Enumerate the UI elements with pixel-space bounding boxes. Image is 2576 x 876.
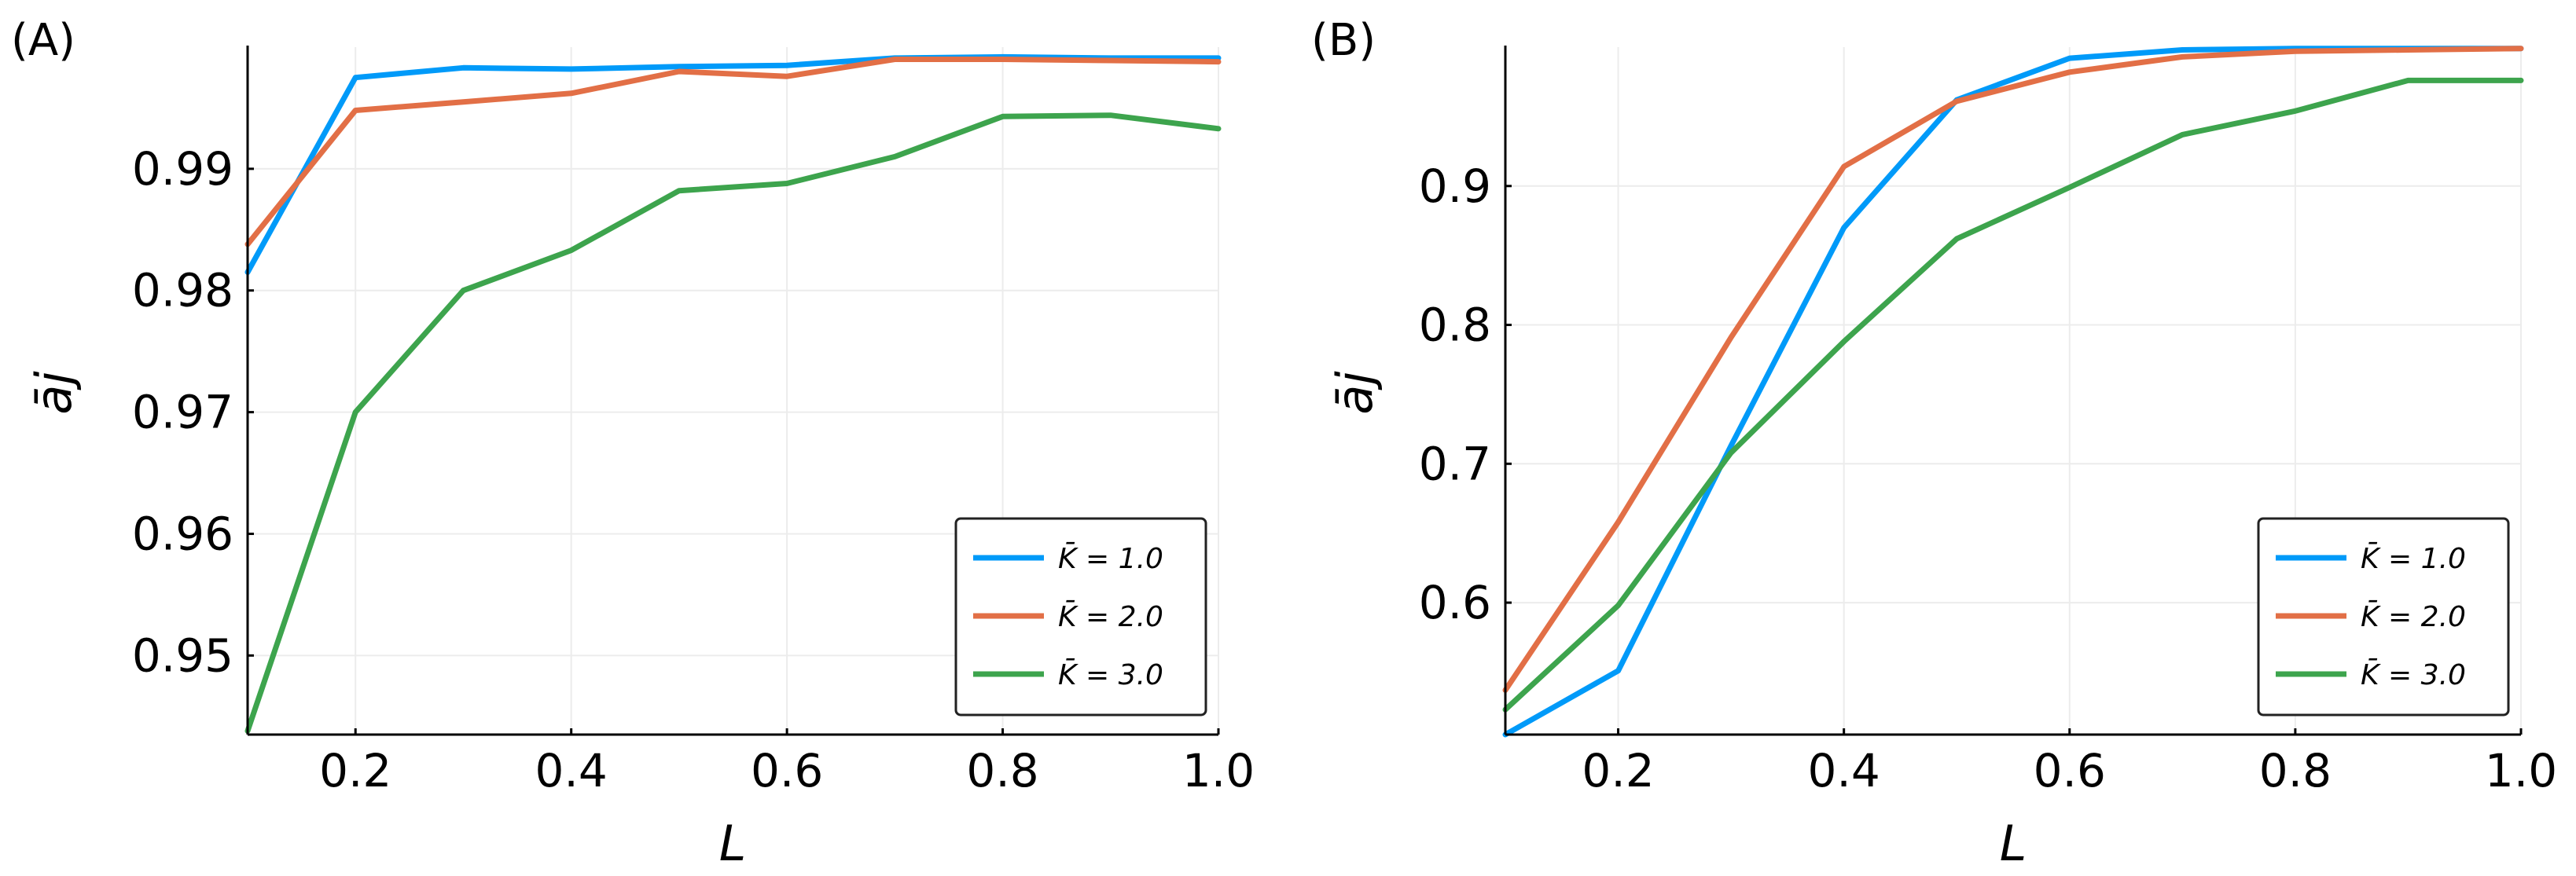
y-tick-label: 0.99: [132, 142, 233, 196]
series-line-3: [1502, 77, 2524, 713]
y-axis-label: āj: [25, 371, 83, 415]
x-tick-label: 0.6: [2034, 744, 2106, 797]
legend-label: K̄ = 3.0: [2361, 658, 2466, 691]
x-tick-label: 0.8: [966, 744, 1038, 797]
y-tick-label: 0.97: [132, 386, 233, 439]
series-lines: [244, 53, 1222, 734]
legend-box: [2257, 517, 2510, 717]
legend: K̄ = 1.0 K̄ = 2.0 K̄ = 3.0: [2257, 517, 2510, 717]
axes: [1504, 46, 2523, 736]
panel-a: (A) 0.2 0.4 0.6 0.8 1.00.950.960.970.980.99 …: [11, 15, 1255, 872]
x-tick-label: 0.6: [751, 744, 823, 797]
x-tick-label: 0.4: [1808, 744, 1880, 797]
y-axis-label: āj: [1326, 371, 1384, 415]
y-tick-label: 0.96: [132, 507, 233, 560]
x-axis-label: L: [2000, 815, 2027, 872]
panel-b: (B) 0.2 0.4 0.6 0.8 1.0 0.6 0.7 0.8 0.9 L āj K̄…: [1311, 15, 2557, 872]
legend-label: K̄ = 1.0: [2361, 541, 2466, 575]
y-tick-label: 0.98: [132, 264, 233, 317]
x-tick-label: 0.4: [535, 744, 608, 797]
y-tick-label: 0.8: [1419, 299, 1491, 352]
x-tick-label: 1.0: [2485, 744, 2557, 797]
y-tick-label: 0.9: [1419, 159, 1491, 213]
x-tick-label: 0.2: [319, 744, 391, 797]
panel-label: (A): [11, 15, 75, 66]
x-tick-label: 0.2: [1582, 744, 1654, 797]
series-line-3: [244, 112, 1222, 734]
panel-label: (B): [1311, 15, 1376, 66]
legend-label: K̄ = 1.0: [1058, 541, 1163, 575]
y-tick-label: 0.7: [1419, 437, 1491, 490]
legend-label: K̄ = 2.0: [1058, 599, 1163, 633]
legend-box: [954, 517, 1207, 717]
legend-label: K̄ = 2.0: [2361, 599, 2466, 633]
tick-labels: 0.2 0.4 0.6 0.8 1.0 0.6 0.7 0.8 0.9: [1419, 159, 2557, 797]
series-lines: [1502, 46, 2524, 738]
legend: K̄ = 1.0 K̄ = 2.0 K̄ = 3.0: [954, 517, 1207, 717]
x-axis-label: L: [719, 815, 747, 872]
series-line-2: [244, 57, 1222, 247]
axes: [246, 46, 1220, 736]
y-tick-label: 0.6: [1419, 576, 1491, 629]
x-tick-label: 0.8: [2259, 744, 2332, 797]
y-tick-label: 0.95: [132, 629, 233, 682]
tick-labels: 0.2 0.4 0.6 0.8 1.0 0.95 0.96 0.97 0.98 0.99: [132, 142, 1255, 797]
x-tick-label: 1.0: [1182, 744, 1255, 797]
series-line-2: [1502, 46, 2524, 693]
legend-label: K̄ = 3.0: [1058, 658, 1163, 691]
